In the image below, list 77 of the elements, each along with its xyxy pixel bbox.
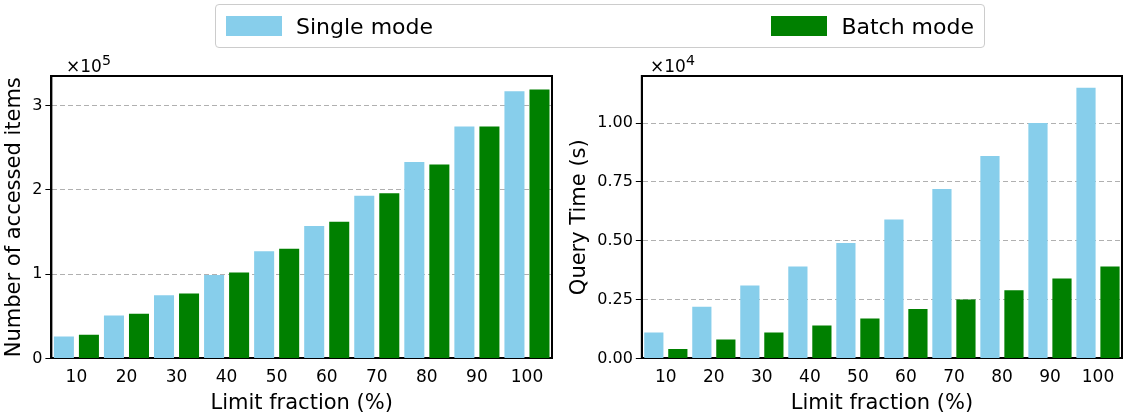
- x-tick-label: 10: [655, 366, 677, 387]
- bar: [764, 332, 784, 358]
- y-tick-label: 2: [32, 178, 43, 198]
- bar: [479, 126, 500, 358]
- bar: [908, 308, 928, 358]
- bar: [279, 248, 300, 358]
- bar: [668, 348, 688, 358]
- bar: [354, 195, 375, 358]
- x-tick-label: 70: [365, 366, 388, 387]
- bar: [429, 164, 450, 358]
- y-tick-label: 0: [32, 347, 43, 367]
- x-tick-label: 100: [1081, 366, 1115, 387]
- bar: [812, 325, 832, 358]
- bar: [304, 226, 325, 358]
- bar: [504, 91, 525, 358]
- bar: [1100, 266, 1120, 358]
- bar: [78, 334, 99, 358]
- bar: [53, 336, 74, 358]
- text: ×10$^{4}$: [650, 52, 695, 76]
- bar: [716, 339, 736, 358]
- bar: [404, 161, 425, 358]
- bar: [740, 285, 760, 358]
- bar: [329, 221, 350, 358]
- x-axis-title: Limit fraction (%): [790, 389, 974, 414]
- x-tick-label: 10: [65, 366, 88, 387]
- y-axis-title: Query Time (s): [566, 139, 591, 296]
- bar: [154, 295, 175, 358]
- x-tick-label: 20: [703, 366, 725, 387]
- x-tick-label: 90: [466, 366, 488, 387]
- bar: [932, 188, 952, 358]
- bar: [379, 193, 400, 358]
- bar: [884, 219, 904, 358]
- text: ×10$^{5}$: [66, 52, 111, 76]
- x-tick-label: 50: [265, 366, 288, 387]
- x-tick-label: 60: [895, 366, 917, 387]
- y-tick-label: 0.25: [597, 288, 633, 308]
- bar: [788, 266, 808, 358]
- y-tick-label: 0.50: [597, 229, 633, 249]
- x-tick-label: 30: [751, 366, 773, 387]
- x-tick-label: 80: [991, 366, 1013, 387]
- bar: [128, 313, 149, 358]
- legend-label: Batch mode: [841, 13, 974, 39]
- x-tick-label: 80: [416, 366, 438, 387]
- bar: [836, 243, 856, 358]
- bar: [1076, 87, 1096, 358]
- bar: [644, 332, 664, 358]
- bar: [204, 274, 225, 358]
- bar: [1004, 290, 1024, 358]
- x-tick-label: 50: [847, 366, 869, 387]
- bar: [860, 318, 880, 358]
- x-tick-label: 40: [799, 366, 821, 387]
- x-axis-title: Limit fraction (%): [210, 389, 393, 414]
- y-tick-label: 1.00: [597, 112, 633, 132]
- bar: [692, 306, 712, 358]
- y-tick-label: 1: [32, 263, 43, 283]
- bar: [980, 156, 1000, 358]
- bar: [529, 89, 550, 358]
- legend-label: Single mode: [296, 13, 434, 39]
- bar: [1028, 123, 1048, 358]
- y-tick-label: 0.00: [597, 347, 633, 367]
- bar: [1052, 278, 1072, 358]
- y-tick-label: 0.75: [597, 171, 633, 191]
- bar: [454, 126, 475, 358]
- y-tick-label: 3: [32, 94, 43, 114]
- bar: [179, 293, 200, 358]
- x-tick-label: 90: [1039, 366, 1061, 387]
- x-tick-label: 100: [510, 366, 544, 387]
- x-tick-label: 70: [943, 366, 965, 387]
- x-tick-label: 40: [215, 366, 238, 387]
- bar: [956, 299, 976, 358]
- bar: [103, 315, 124, 358]
- bar: [254, 251, 275, 358]
- bar: [229, 272, 250, 358]
- x-tick-label: 60: [315, 366, 338, 387]
- y-axis-title: Number of accessed items: [1, 77, 26, 358]
- x-tick-label: 30: [165, 366, 188, 387]
- x-tick-label: 20: [115, 366, 138, 387]
